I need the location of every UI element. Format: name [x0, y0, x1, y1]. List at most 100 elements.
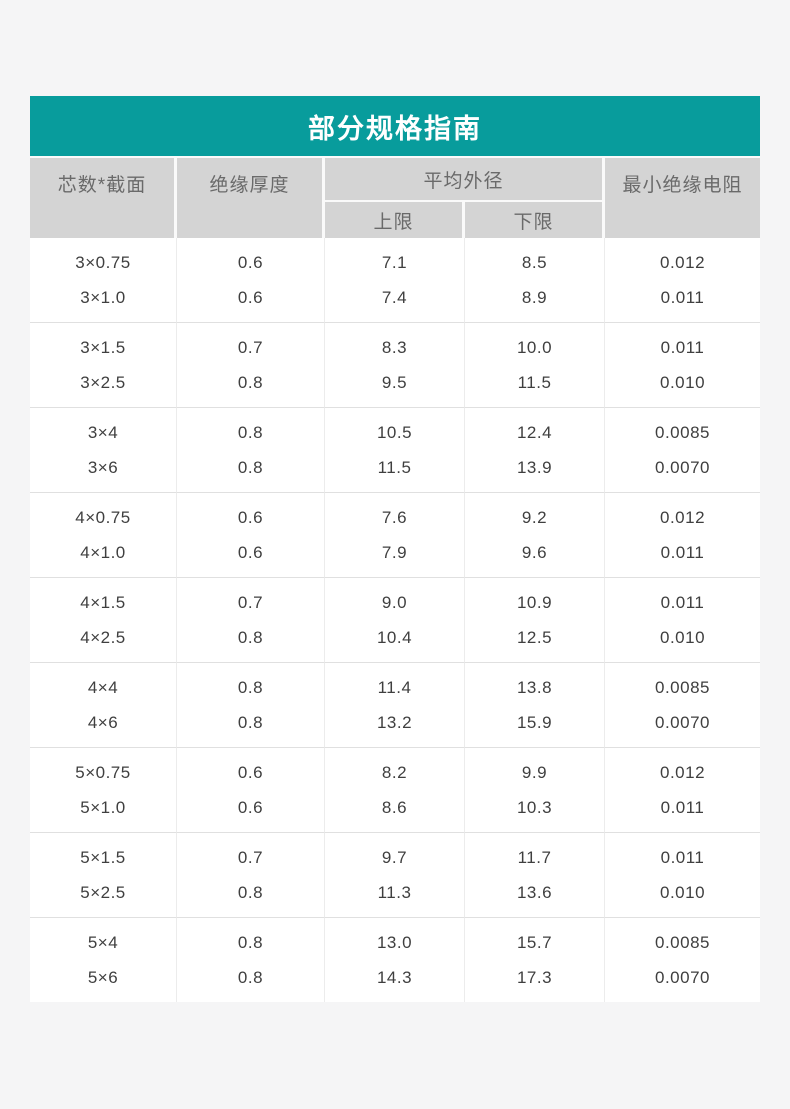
cell-value: 13.8 [516, 678, 553, 697]
cell-value: 10.0 [516, 338, 553, 357]
cell-value: 0.010 [659, 373, 706, 392]
table-cell: 15.7 17.3 [465, 917, 605, 1002]
cell-value: 8.5 [521, 253, 548, 272]
column-header-avg-outer-diameter: 平均外径 [325, 158, 605, 202]
header-row-2: 上限 下限 [30, 202, 760, 238]
cell-value: 10.5 [376, 423, 413, 442]
table-cell: 0.011 0.010 [605, 832, 761, 917]
table-row: 4×0.75 4×1.0 0.6 0.6 7.6 7.9 9.2 9.6 0.012 0.011 [30, 492, 761, 577]
cell-value: 9.7 [381, 848, 408, 867]
cell-value: 3×4 [87, 423, 119, 442]
table-cell: 4×0.75 4×1.0 [30, 492, 177, 577]
cell-value: 0.011 [660, 798, 705, 817]
column-header-min-insulation-resistance: 最小绝缘电阻 [605, 158, 761, 238]
table-cell: 10.0 11.5 [465, 322, 605, 407]
table-cell: 7.1 7.4 [325, 238, 465, 322]
table-cell: 9.7 11.3 [325, 832, 465, 917]
cell-value: 7.9 [381, 543, 408, 562]
table-cell: 9.9 10.3 [465, 747, 605, 832]
cell-value: 0.6 [237, 288, 264, 307]
cell-value: 8.2 [381, 763, 408, 782]
cell-value: 0.012 [659, 763, 706, 782]
table-row: 3×4 3×6 0.8 0.8 10.5 11.5 12.4 13.9 0.0085 0.0070 [30, 407, 761, 492]
table-row: 5×4 5×6 0.8 0.8 13.0 14.3 15.7 17.3 0.0085 0.0070 [30, 917, 761, 1002]
cell-value: 7.4 [381, 288, 408, 307]
cell-value: 3×1.0 [80, 288, 126, 307]
cell-value: 0.6 [237, 763, 264, 782]
cell-value: 9.0 [381, 593, 408, 612]
table-title: 部分规格指南 [30, 96, 761, 158]
cell-value: 0.0085 [655, 423, 710, 442]
cell-value: 0.8 [237, 628, 264, 647]
header-row-1: 芯数*截面 绝缘厚度 平均外径 最小绝缘电阻 [30, 158, 761, 238]
cell-value: 11.4 [377, 678, 412, 697]
table-row: 3×0.75 3×1.0 0.6 0.6 7.1 7.4 8.5 8.9 0.012 0.011 [30, 238, 760, 322]
cell-value: 0.012 [659, 253, 706, 272]
cell-value: 9.2 [521, 508, 548, 527]
table-cell: 0.6 0.6 [177, 747, 325, 832]
cell-value: 0.6 [237, 253, 264, 272]
cell-value: 10.4 [376, 628, 413, 647]
table-cell: 9.2 9.6 [465, 492, 605, 577]
table-cell: 0.6 0.6 [177, 238, 325, 322]
column-header-lower-limit: 下限 [465, 202, 605, 238]
table-cell: 0.012 0.011 [605, 747, 761, 832]
cell-value: 13.2 [376, 713, 413, 732]
table-cell: 11.4 13.2 [325, 662, 465, 747]
cell-value: 0.010 [659, 628, 706, 647]
table-cell: 0.0085 0.0070 [605, 662, 761, 747]
cell-value: 8.9 [521, 288, 548, 307]
table-row: 5×1.5 5×2.5 0.7 0.8 9.7 11.3 11.7 13.6 0.011 0.01… [30, 832, 761, 917]
table-cell: 0.7 0.8 [177, 577, 325, 662]
cell-value: 12.4 [516, 423, 553, 442]
title-row: 部分规格指南 [30, 96, 761, 158]
cell-value: 0.8 [237, 968, 264, 987]
table-cell: 0.7 0.8 [177, 832, 325, 917]
table-cell: 0.011 0.010 [605, 322, 761, 407]
cell-value: 0.6 [237, 543, 264, 562]
cell-value: 0.7 [237, 593, 264, 612]
table-row: 4×1.5 4×2.5 0.7 0.8 9.0 10.4 10.9 12.5 0.011 0.01… [30, 577, 761, 662]
table-cell: 13.8 15.9 [465, 662, 605, 747]
table-cell: 0.8 0.8 [177, 917, 325, 1002]
cell-value: 3×2.5 [80, 373, 126, 392]
cell-value: 0.011 [660, 593, 705, 612]
cell-value: 0.0085 [655, 678, 710, 697]
cell-value: 5×1.5 [80, 848, 126, 867]
table-cell: 13.0 14.3 [325, 917, 465, 1002]
cell-value: 13.6 [516, 883, 553, 902]
cell-value: 10.9 [516, 593, 553, 612]
cell-value: 4×0.75 [75, 508, 131, 527]
cell-value: 15.9 [516, 713, 553, 732]
cell-value: 9.5 [381, 373, 408, 392]
cell-value: 11.3 [377, 883, 412, 902]
table-cell: 7.6 7.9 [325, 492, 465, 577]
cell-value: 5×1.0 [80, 798, 126, 817]
cell-value: 7.6 [381, 508, 408, 527]
cell-value: 5×6 [87, 968, 119, 987]
cell-value: 4×2.5 [80, 628, 126, 647]
table-cell: 3×1.5 3×2.5 [30, 322, 177, 407]
cell-value: 0.011 [660, 338, 705, 357]
table-cell: 8.3 9.5 [325, 322, 465, 407]
table-cell: 11.7 13.6 [465, 832, 605, 917]
cell-value: 0.0070 [655, 713, 710, 732]
table-cell: 5×4 5×6 [30, 917, 177, 1002]
cell-value: 12.5 [516, 628, 553, 647]
cell-value: 0.8 [237, 933, 264, 952]
cell-value: 0.7 [237, 848, 264, 867]
cell-value: 7.1 [381, 253, 408, 272]
cell-value: 0.0085 [655, 933, 710, 952]
table-cell: 5×0.75 5×1.0 [30, 747, 177, 832]
cell-value: 5×0.75 [75, 763, 131, 782]
cell-value: 3×6 [87, 458, 119, 477]
table-cell: 0.012 0.011 [605, 492, 761, 577]
cell-value: 0.6 [237, 508, 264, 527]
cell-value: 14.3 [376, 968, 413, 987]
cell-value: 11.5 [377, 458, 412, 477]
table-cell: 0.6 0.6 [177, 492, 325, 577]
table-row: 5×0.75 5×1.0 0.6 0.6 8.2 8.6 9.9 10.3 0.012 0.011 [30, 747, 761, 832]
table-cell: 8.5 8.9 [465, 238, 605, 322]
cell-value: 5×2.5 [80, 883, 126, 902]
cell-value: 0.8 [237, 373, 264, 392]
